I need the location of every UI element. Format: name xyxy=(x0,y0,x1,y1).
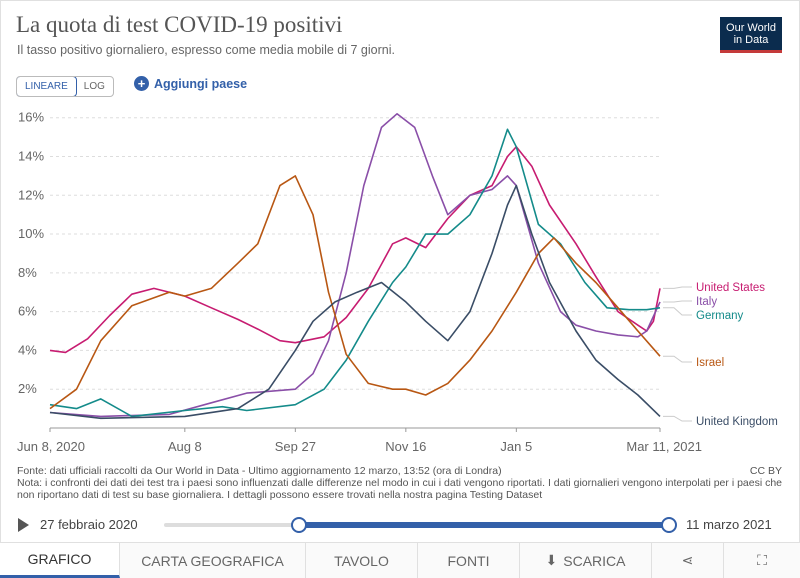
linear-scale-button[interactable]: LINEARE xyxy=(16,77,77,96)
tab-chart[interactable]: GRAFICO xyxy=(0,543,120,578)
timeline-end-date: 11 marzo 2021 xyxy=(686,517,772,532)
note-text-2: non riportano dati di test su base giorn… xyxy=(17,489,543,501)
note-text: Nota: i confronti dei dati dei test tra … xyxy=(17,477,783,489)
share-icon: ⋖ xyxy=(681,552,694,568)
line-chart: 2% 4% 6% 8% 10% 12% 14% 16% Jun 8, 2020 Aug 8 Sep … xyxy=(17,110,778,454)
legend-label-italy: Italy xyxy=(696,296,717,308)
add-country-label: Aggiungi paese xyxy=(154,76,248,91)
y-tick-label: 4% xyxy=(18,342,37,357)
chart-subtitle: Il tasso positivo giornaliero, espresso … xyxy=(17,43,395,57)
tab-sources[interactable]: FONTI xyxy=(418,543,520,578)
owid-logo[interactable]: Our World in Data xyxy=(720,17,782,53)
download-icon: ⬇ xyxy=(545,552,558,568)
y-tick-label: 10% xyxy=(18,226,44,241)
y-tick-label: 12% xyxy=(18,187,44,202)
x-tick-label: Jan 5 xyxy=(500,439,532,454)
tab-label: GRAFICO xyxy=(27,551,92,567)
y-tick-label: 8% xyxy=(18,265,37,280)
tab-label: SCARICA xyxy=(563,552,626,569)
share-button[interactable]: ⋖ xyxy=(652,543,724,578)
add-country-button[interactable]: + Aggiungi paese xyxy=(134,76,247,91)
x-tick-label: Nov 16 xyxy=(385,439,426,454)
source-text: Fonte: dati ufficiali raccolti da Our Wo… xyxy=(17,465,502,477)
legend-leader-line xyxy=(663,286,692,289)
legend-leader-line xyxy=(663,307,692,316)
x-tick-label: Sep 27 xyxy=(275,439,316,454)
timeline-selected-range xyxy=(299,522,669,528)
timeline-end-handle[interactable] xyxy=(661,517,677,533)
logo-line-1: Our World xyxy=(726,22,776,34)
timeline-start-date: 27 febbraio 2020 xyxy=(40,517,138,532)
y-tick-label: 2% xyxy=(18,381,37,396)
series-line-germany xyxy=(49,128,661,418)
series-line-united-states xyxy=(49,145,661,354)
tab-download[interactable]: ⬇ SCARICA xyxy=(520,543,652,578)
y-tick-label: 6% xyxy=(18,304,37,319)
fullscreen-icon: ⛶ xyxy=(757,552,767,568)
plus-circle-icon: + xyxy=(134,76,149,91)
logo-line-2: in Data xyxy=(733,34,769,46)
x-tick-label: Aug 8 xyxy=(168,439,202,454)
legend-label-united-kingdom: United Kingdom xyxy=(696,416,778,428)
tab-label: CARTA GEOGRAFICA xyxy=(141,552,284,569)
x-tick-label: Jun 8, 2020 xyxy=(17,439,85,454)
scale-toggle: LINEARE LOG xyxy=(16,76,114,97)
legend-label-germany: Germany xyxy=(696,310,744,322)
tab-map[interactable]: CARTA GEOGRAFICA xyxy=(120,543,306,578)
series-line-united-kingdom xyxy=(49,184,661,420)
legend-leader-line xyxy=(663,415,692,422)
tab-label: TAVOLO xyxy=(334,552,389,569)
tab-label: FONTI xyxy=(447,552,490,569)
sources-note: Fonte: dati ufficiali raccolti da Our Wo… xyxy=(17,465,787,501)
series-line-israel xyxy=(49,175,661,410)
tab-bar: GRAFICO CARTA GEOGRAFICA TAVOLO FONTI ⬇ … xyxy=(0,542,800,578)
timeline-start-handle[interactable] xyxy=(291,517,307,533)
legend-leader-line xyxy=(663,355,692,363)
chart-title: La quota di test COVID-19 positivi xyxy=(16,12,343,37)
y-tick-label: 16% xyxy=(18,110,44,125)
log-scale-button[interactable]: LOG xyxy=(83,81,105,92)
legend-label-israel: Israel xyxy=(696,357,724,369)
legend-label-united-states: United States xyxy=(696,282,765,294)
tab-table[interactable]: TAVOLO xyxy=(306,543,418,578)
legend-leader-line xyxy=(663,300,692,303)
fullscreen-button[interactable]: ⛶ xyxy=(724,543,800,578)
license-label[interactable]: CC BY xyxy=(749,465,782,477)
play-icon[interactable] xyxy=(18,518,29,532)
timeline: 27 febbraio 2020 11 marzo 2021 xyxy=(16,515,786,535)
series-line-italy xyxy=(49,113,661,418)
y-tick-label: 14% xyxy=(18,148,44,163)
x-tick-label: Mar 11, 2021 xyxy=(626,439,702,454)
